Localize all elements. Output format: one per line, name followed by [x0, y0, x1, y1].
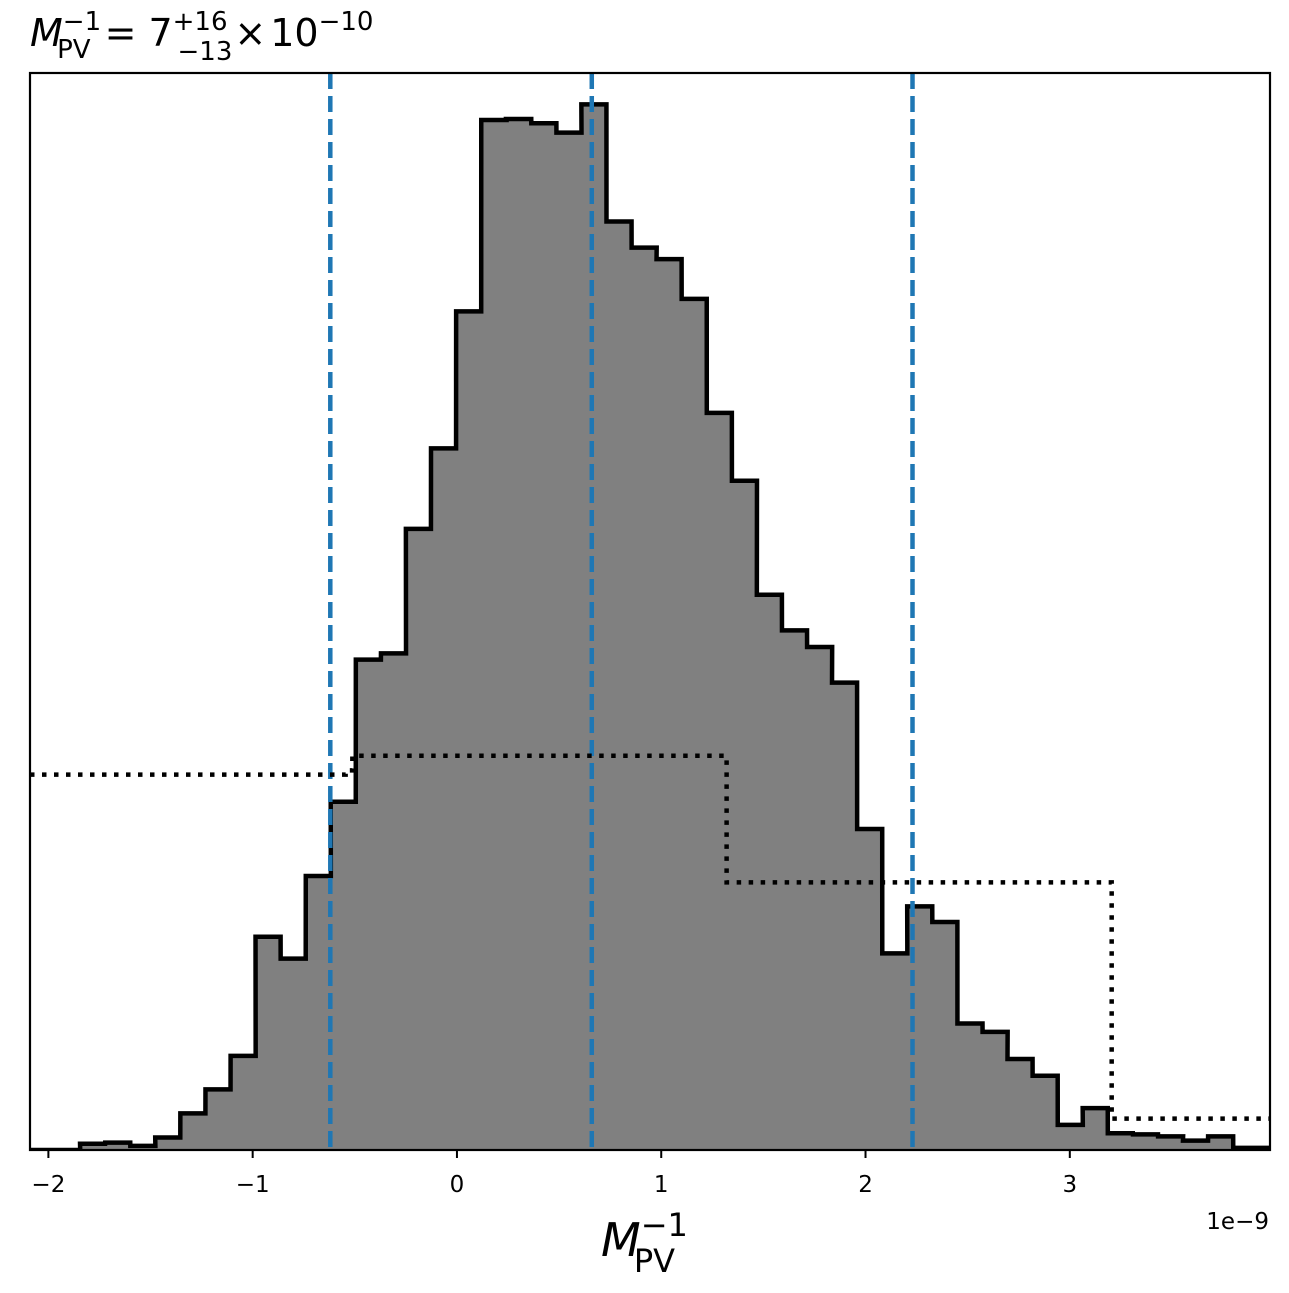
histogram-bar	[706, 412, 733, 1150]
histogram-bar	[205, 1089, 232, 1150]
histogram-bar	[631, 247, 658, 1150]
histogram-bar	[1007, 1059, 1034, 1150]
histogram-bars	[80, 104, 1270, 1150]
histogram-bar	[355, 659, 382, 1150]
histogram-bar	[556, 132, 583, 1150]
x-axis-label: M−1 PV	[601, 1206, 688, 1280]
histogram-bar	[180, 1113, 207, 1150]
prior-dotted-line	[30, 753, 1270, 1121]
histogram-bar	[1208, 1136, 1234, 1150]
histogram-bar	[531, 123, 557, 1150]
histogram-bar	[280, 958, 307, 1150]
histogram-bar	[80, 1143, 106, 1150]
histogram-bar	[1132, 1134, 1159, 1150]
histogram-bar	[1182, 1140, 1209, 1150]
histogram-outline	[30, 102, 1270, 1150]
x-tick-label: −1	[236, 1172, 270, 1198]
histogram-bar	[330, 801, 357, 1150]
histogram-bar	[807, 647, 833, 1150]
histogram-bar	[431, 448, 457, 1150]
x-tick-label: 3	[1062, 1172, 1077, 1198]
histogram-bar	[305, 876, 332, 1150]
histogram-bar	[380, 653, 407, 1150]
histogram-bar	[882, 953, 908, 1150]
histogram-bar	[932, 922, 958, 1150]
x-tick-label: 0	[450, 1172, 465, 1198]
plot-area	[30, 73, 1270, 1150]
histogram-bar	[957, 1023, 984, 1150]
histogram-bar	[656, 259, 683, 1150]
histogram-bar	[1032, 1075, 1059, 1150]
histogram-bar	[781, 630, 808, 1150]
histogram-bar	[481, 120, 507, 1150]
histogram-bar	[832, 682, 858, 1150]
axes-frame	[28, 71, 1272, 1152]
histogram-bar	[1158, 1136, 1184, 1150]
histogram-bar	[405, 528, 432, 1150]
x-tick-label: 2	[858, 1172, 873, 1198]
histogram-bar	[456, 311, 482, 1150]
histogram-bar	[506, 119, 532, 1150]
histogram-bar	[105, 1142, 131, 1150]
histogram-bar	[1057, 1124, 1084, 1150]
histogram-bar	[1082, 1108, 1109, 1150]
histogram-bar	[731, 480, 758, 1150]
histogram-bar	[230, 1055, 257, 1150]
quantile-lines	[328, 73, 915, 1150]
histogram-bar	[982, 1031, 1009, 1150]
chart-title: M−1 PV = 7+16 −13× 10−10	[30, 7, 373, 67]
x-tick-label: −2	[31, 1172, 65, 1198]
histogram-bar	[756, 594, 783, 1150]
x-axis-ticks: −2 −1 0 1 2 3	[31, 1150, 1077, 1198]
x-axis-offset-label: 1e−9	[1206, 1209, 1269, 1235]
histogram-bar	[857, 828, 883, 1150]
histogram-bar	[681, 298, 708, 1150]
histogram-bar	[255, 936, 282, 1150]
histogram-bar	[155, 1137, 181, 1150]
histogram-bar	[606, 221, 633, 1150]
histogram-bar	[581, 104, 608, 1150]
histogram-bar	[1107, 1133, 1134, 1150]
x-tick-label: 1	[654, 1172, 669, 1198]
